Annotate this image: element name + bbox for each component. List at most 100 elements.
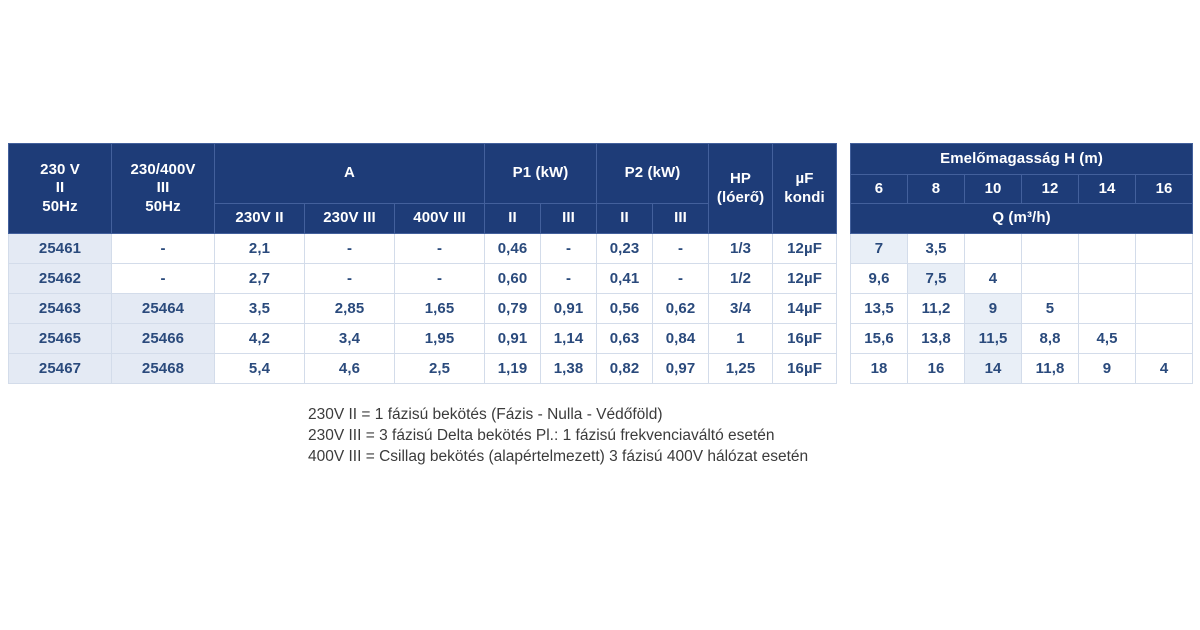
cell-a-230v-iii: 3,4 xyxy=(304,323,395,354)
cell-q-10: 11,5 xyxy=(964,323,1023,354)
cell-p1-iii: - xyxy=(540,263,598,294)
cell-hp: 1 xyxy=(708,323,774,354)
cell-uf: 12µF xyxy=(772,233,838,264)
table-row: 25467 25468 5,4 4,6 2,5 1,19 1,38 0,82 0,97 1,25 1… xyxy=(8,353,1194,384)
cell-uf: 14µF xyxy=(772,293,838,324)
header-230v-line2: II xyxy=(55,179,65,197)
cell-p1-iii: 1,14 xyxy=(540,323,598,354)
cell-code-400v: - xyxy=(111,263,215,294)
cell-p1-ii: 0,60 xyxy=(484,263,542,294)
table-header: 230 V II 50Hz 230/400V III 50Hz A P1 (kW… xyxy=(8,143,1194,234)
cell-uf: 16µF xyxy=(772,353,838,384)
cell-p2-ii: 0,41 xyxy=(596,263,654,294)
cell-a-230v-ii: 2,1 xyxy=(214,233,305,264)
cell-code-400v: 25468 xyxy=(111,353,215,384)
cell-a-400v-iii: 2,5 xyxy=(393,353,486,384)
cell-q-10: 9 xyxy=(964,293,1023,324)
header-col-230v-ii: 230 V II 50Hz xyxy=(8,143,112,234)
cell-a-230v-iii: - xyxy=(304,263,395,294)
pump-specification-table: 230 V II 50Hz 230/400V III 50Hz A P1 (kW… xyxy=(8,143,1194,384)
footnote-230v-ii: 230V II = 1 fázisú bekötés (Fázis - Null… xyxy=(308,406,663,423)
header-a-230v-iii: 230V III xyxy=(304,203,395,234)
header-a-400v-iii: 400V III xyxy=(393,203,486,234)
cell-p2-iii: 0,62 xyxy=(652,293,710,324)
header-q-label: Q (m³/h) xyxy=(850,203,1194,234)
cell-spacer xyxy=(836,233,851,264)
header-col-uf: µF kondi xyxy=(772,143,838,234)
cell-p2-iii: 0,97 xyxy=(652,353,710,384)
cell-code-400v: - xyxy=(111,233,215,264)
cell-q-14 xyxy=(1078,263,1137,294)
cell-code-230v: 25462 xyxy=(8,263,112,294)
header-row-2: 6 8 10 12 14 16 xyxy=(9,174,1194,204)
cell-q-8: 16 xyxy=(907,353,966,384)
cell-q-6: 15,6 xyxy=(850,323,909,354)
header-row-3: 230V II 230V III 400V III II III II III … xyxy=(9,203,1194,234)
table-row: 25463 25464 3,5 2,85 1,65 0,79 0,91 0,56 0,62 3/4… xyxy=(8,293,1194,324)
cell-q-6: 13,5 xyxy=(850,293,909,324)
header-hp-line2: (lóerő) xyxy=(716,188,765,206)
cell-q-14 xyxy=(1078,233,1137,264)
cell-q-12: 11,8 xyxy=(1021,353,1080,384)
cell-a-400v-iii: - xyxy=(393,263,486,294)
footnote-230v-iii: 230V III = 3 fázisú Delta bekötés Pl.: 1… xyxy=(308,427,775,444)
cell-a-230v-ii: 4,2 xyxy=(214,323,305,354)
cell-q-14 xyxy=(1078,293,1137,324)
header-230-400v-line3: 50Hz xyxy=(145,197,181,215)
header-spacer xyxy=(836,143,851,234)
cell-q-12 xyxy=(1021,263,1080,294)
cell-q-14: 4,5 xyxy=(1078,323,1137,354)
header-head-12: 12 xyxy=(1021,174,1080,204)
cell-p1-ii: 1,19 xyxy=(484,353,542,384)
cell-hp: 1/2 xyxy=(708,263,774,294)
cell-q-16 xyxy=(1135,233,1194,264)
cell-spacer xyxy=(836,353,851,384)
table-body: 25461-2,1- -0,46-0,23-1/3 12µF 7 3,5 25462-2,… xyxy=(8,233,1194,384)
cell-q-14: 9 xyxy=(1078,353,1137,384)
cell-spacer xyxy=(836,323,851,354)
cell-p1-ii: 0,79 xyxy=(484,293,542,324)
header-p1-iii: III xyxy=(540,203,598,234)
cell-hp: 1/3 xyxy=(708,233,774,264)
cell-q-16 xyxy=(1135,263,1194,294)
cell-a-400v-iii: 1,95 xyxy=(393,323,486,354)
cell-code-230v: 25461 xyxy=(8,233,112,264)
footnote-400v-iii: 400V III = Csillag bekötés (alapértelmez… xyxy=(308,448,809,465)
header-head-14: 14 xyxy=(1078,174,1137,204)
cell-p2-ii: 0,63 xyxy=(596,323,654,354)
cell-code-230v: 25463 xyxy=(8,293,112,324)
cell-p2-iii: 0,84 xyxy=(652,323,710,354)
table-row: 25461-2,1- -0,46-0,23-1/3 12µF 7 3,5 xyxy=(8,233,1194,264)
cell-p1-ii: 0,46 xyxy=(484,233,542,264)
cell-hp: 3/4 xyxy=(708,293,774,324)
cell-q-8: 13,8 xyxy=(907,323,966,354)
cell-q-10: 4 xyxy=(964,263,1023,294)
table-row: 25462-2,7- -0,60-0,41-1/2 12µF 9,6 7,5 4 xyxy=(8,263,1194,294)
cell-q-12: 5 xyxy=(1021,293,1080,324)
header-col-230-400v-iii: 230/400V III 50Hz xyxy=(111,143,215,234)
header-hp-line1: HP xyxy=(730,170,752,188)
header-group-p2: P2 (kW) xyxy=(596,143,710,204)
cell-q-6: 7 xyxy=(850,233,909,264)
header-group-p1: P1 (kW) xyxy=(484,143,598,204)
cell-q-8: 11,2 xyxy=(907,293,966,324)
cell-q-8: 7,5 xyxy=(907,263,966,294)
cell-a-230v-ii: 2,7 xyxy=(214,263,305,294)
cell-p1-iii: 0,91 xyxy=(540,293,598,324)
header-col-hp: HP (lóerő) xyxy=(708,143,774,234)
cell-q-16: 4 xyxy=(1135,353,1194,384)
cell-code-230v: 25467 xyxy=(8,353,112,384)
header-p1-ii: II xyxy=(484,203,542,234)
footnotes: 230V II = 1 fázisú bekötés (Fázis - Null… xyxy=(308,404,1008,467)
table-row: 25465 25466 4,2 3,4 1,95 0,91 1,14 0,63 0,84 1 16µ… xyxy=(8,323,1194,354)
header-uf-line2: kondi xyxy=(784,188,825,206)
cell-q-16 xyxy=(1135,323,1194,354)
cell-a-230v-ii: 3,5 xyxy=(214,293,305,324)
cell-a-400v-iii: - xyxy=(393,233,486,264)
header-230-400v-line1: 230/400V xyxy=(130,161,196,179)
header-row-1: 230 V II 50Hz 230/400V III 50Hz A P1 (kW… xyxy=(8,143,1194,234)
header-head-8: 8 xyxy=(907,174,966,204)
cell-uf: 12µF xyxy=(772,263,838,294)
cell-q-10: 14 xyxy=(964,353,1023,384)
header-head-16: 16 xyxy=(1135,174,1194,204)
